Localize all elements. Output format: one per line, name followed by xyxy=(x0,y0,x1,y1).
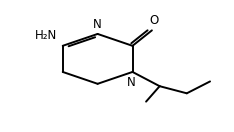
Text: N: N xyxy=(127,76,136,89)
Text: N: N xyxy=(93,18,102,31)
Text: O: O xyxy=(149,14,158,27)
Text: H₂N: H₂N xyxy=(35,29,57,43)
